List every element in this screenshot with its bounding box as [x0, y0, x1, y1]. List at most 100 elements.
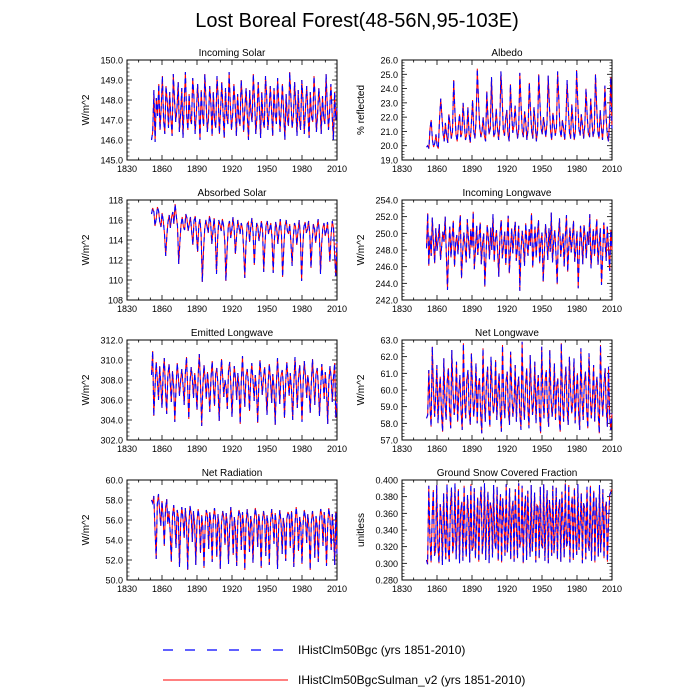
x-tick-label: 1830	[392, 584, 412, 594]
x-tick-label: 2010	[602, 304, 622, 314]
panel-title: Emitted Longwave	[191, 328, 274, 339]
x-tick-label: 1980	[567, 444, 587, 454]
panel-title: Net Longwave	[475, 328, 539, 339]
y-tick-label: 114	[109, 236, 123, 246]
x-tick-label: 1830	[117, 304, 137, 314]
panel-incoming-solar: Incoming Solar W/m^2 1830 1860 1890 1920 1950 1…	[81, 48, 347, 174]
x-tick-label: 1920	[222, 304, 242, 314]
y-tick-label: 110	[109, 276, 123, 286]
y-axis-label: W/m^2	[81, 234, 92, 265]
x-tick-label: 2010	[327, 444, 347, 454]
x-tick-label: 1860	[427, 584, 447, 594]
y-tick-label: 116	[109, 216, 123, 226]
x-tick-label: 1890	[462, 304, 482, 314]
y-tick-label: 118	[109, 196, 123, 206]
x-tick-label: 1920	[497, 164, 517, 174]
y-tick-label: 145.0	[100, 156, 123, 166]
y-axis-label: unitless	[356, 513, 367, 547]
x-tick-label: 1860	[152, 584, 172, 594]
plot-frame	[126, 199, 338, 301]
series-line-sulman	[426, 341, 613, 434]
x-tick-label: 1890	[187, 444, 207, 454]
y-tick-label: 19.0	[380, 156, 398, 166]
y-tick-label: 306.0	[100, 396, 123, 406]
y-tick-label: 54.0	[105, 536, 123, 546]
x-tick-label: 1950	[532, 584, 552, 594]
panel-net-longwave: Net Longwave W/m^2 1830 1860 1890 1920 1950 198…	[356, 328, 622, 454]
y-tick-label: 58.0	[105, 496, 123, 506]
x-tick-label: 1950	[257, 304, 277, 314]
y-tick-label: 56.0	[105, 516, 123, 526]
panel-absorbed-solar: Absorbed Solar W/m^2 1830 1860 1890 1920 1950 1…	[81, 188, 347, 314]
x-tick-label: 1980	[292, 584, 312, 594]
x-tick-label: 1890	[462, 164, 482, 174]
y-tick-label: 0.340	[375, 526, 398, 536]
panel-incoming-longwave: Incoming Longwave W/m^2 1830 1860 1890 1920 19…	[356, 188, 622, 314]
y-tick-label: 254.0	[375, 196, 398, 206]
series-line-bgc	[150, 493, 338, 571]
x-tick-label: 2010	[602, 164, 622, 174]
y-tick-label: 52.0	[105, 556, 123, 566]
legend-label-series-a: IHistClm50Bgc (yrs 1851-2010)	[298, 643, 465, 657]
x-tick-label: 1920	[222, 164, 242, 174]
x-tick-label: 1890	[462, 584, 482, 594]
figure-title: Lost Boreal Forest(48-56N,95-103E)	[195, 10, 519, 32]
y-tick-label: 246.0	[375, 262, 398, 272]
y-tick-label: 0.280	[375, 576, 398, 586]
x-tick-label: 1950	[532, 304, 552, 314]
legend-label-series-b: IHistClm50BgcSulman_v2 (yrs 1851-2010)	[298, 673, 525, 687]
y-tick-label: 26.0	[380, 56, 398, 66]
y-axis-label: W/m^2	[356, 374, 367, 405]
y-tick-label: 59.0	[380, 402, 398, 412]
x-tick-label: 1830	[117, 164, 137, 174]
y-tick-label: 22.0	[380, 113, 398, 123]
y-tick-label: 24.0	[380, 84, 398, 94]
x-tick-label: 1890	[187, 584, 207, 594]
y-tick-label: 148.0	[100, 96, 123, 106]
series-line-bgc	[426, 68, 613, 149]
panel-title: Albedo	[491, 48, 523, 59]
y-tick-label: 147.0	[100, 116, 123, 126]
series-line-bgc	[425, 483, 613, 566]
panel-albedo: Albedo % reflected 1830 1860 1890 1920 1950 198…	[356, 48, 622, 174]
x-tick-label: 2010	[327, 584, 347, 594]
series-line-bgc	[425, 341, 613, 434]
y-tick-label: 21.0	[380, 127, 398, 137]
y-tick-label: 61.0	[380, 369, 398, 379]
y-tick-label: 63.0	[380, 336, 398, 346]
x-tick-label: 1980	[567, 304, 587, 314]
y-axis-label: W/m^2	[81, 514, 92, 545]
y-tick-label: 62.0	[380, 352, 398, 362]
y-tick-label: 25.0	[380, 70, 398, 80]
panel-emitted-longwave: Emitted Longwave W/m^2 1830 1860 1890 1920 195…	[81, 328, 347, 454]
x-tick-label: 1860	[427, 304, 447, 314]
y-axis-label: W/m^2	[356, 234, 367, 265]
x-tick-label: 1830	[392, 164, 412, 174]
y-tick-label: 58.0	[380, 419, 398, 429]
x-tick-label: 1950	[532, 444, 552, 454]
x-tick-label: 1830	[117, 444, 137, 454]
y-tick-label: 60.0	[380, 386, 398, 396]
panel-title: Ground Snow Covered Fraction	[437, 468, 578, 479]
y-tick-label: 242.0	[375, 296, 398, 306]
x-tick-label: 1980	[292, 164, 312, 174]
y-tick-label: 312.0	[100, 336, 123, 346]
y-tick-label: 57.0	[380, 436, 398, 446]
y-tick-label: 23.0	[380, 98, 398, 108]
x-tick-label: 2010	[327, 164, 347, 174]
y-tick-label: 302.0	[100, 436, 123, 446]
x-tick-label: 1890	[187, 164, 207, 174]
panel-title: Incoming Longwave	[463, 188, 552, 199]
y-tick-label: 108	[108, 296, 123, 306]
y-tick-label: 0.360	[375, 509, 398, 519]
x-tick-label: 1860	[152, 304, 172, 314]
x-tick-label: 1950	[257, 584, 277, 594]
y-tick-label: 149.0	[100, 76, 123, 86]
x-tick-label: 1920	[222, 584, 242, 594]
series-line-bgc	[150, 203, 338, 283]
x-tick-label: 1950	[532, 164, 552, 174]
y-tick-label: 0.300	[375, 559, 398, 569]
panel-net-radiation: Net Radiation W/m^2 1830 1860 1890 1920 1950 19…	[81, 468, 347, 594]
panel-title: Incoming Solar	[199, 48, 266, 59]
